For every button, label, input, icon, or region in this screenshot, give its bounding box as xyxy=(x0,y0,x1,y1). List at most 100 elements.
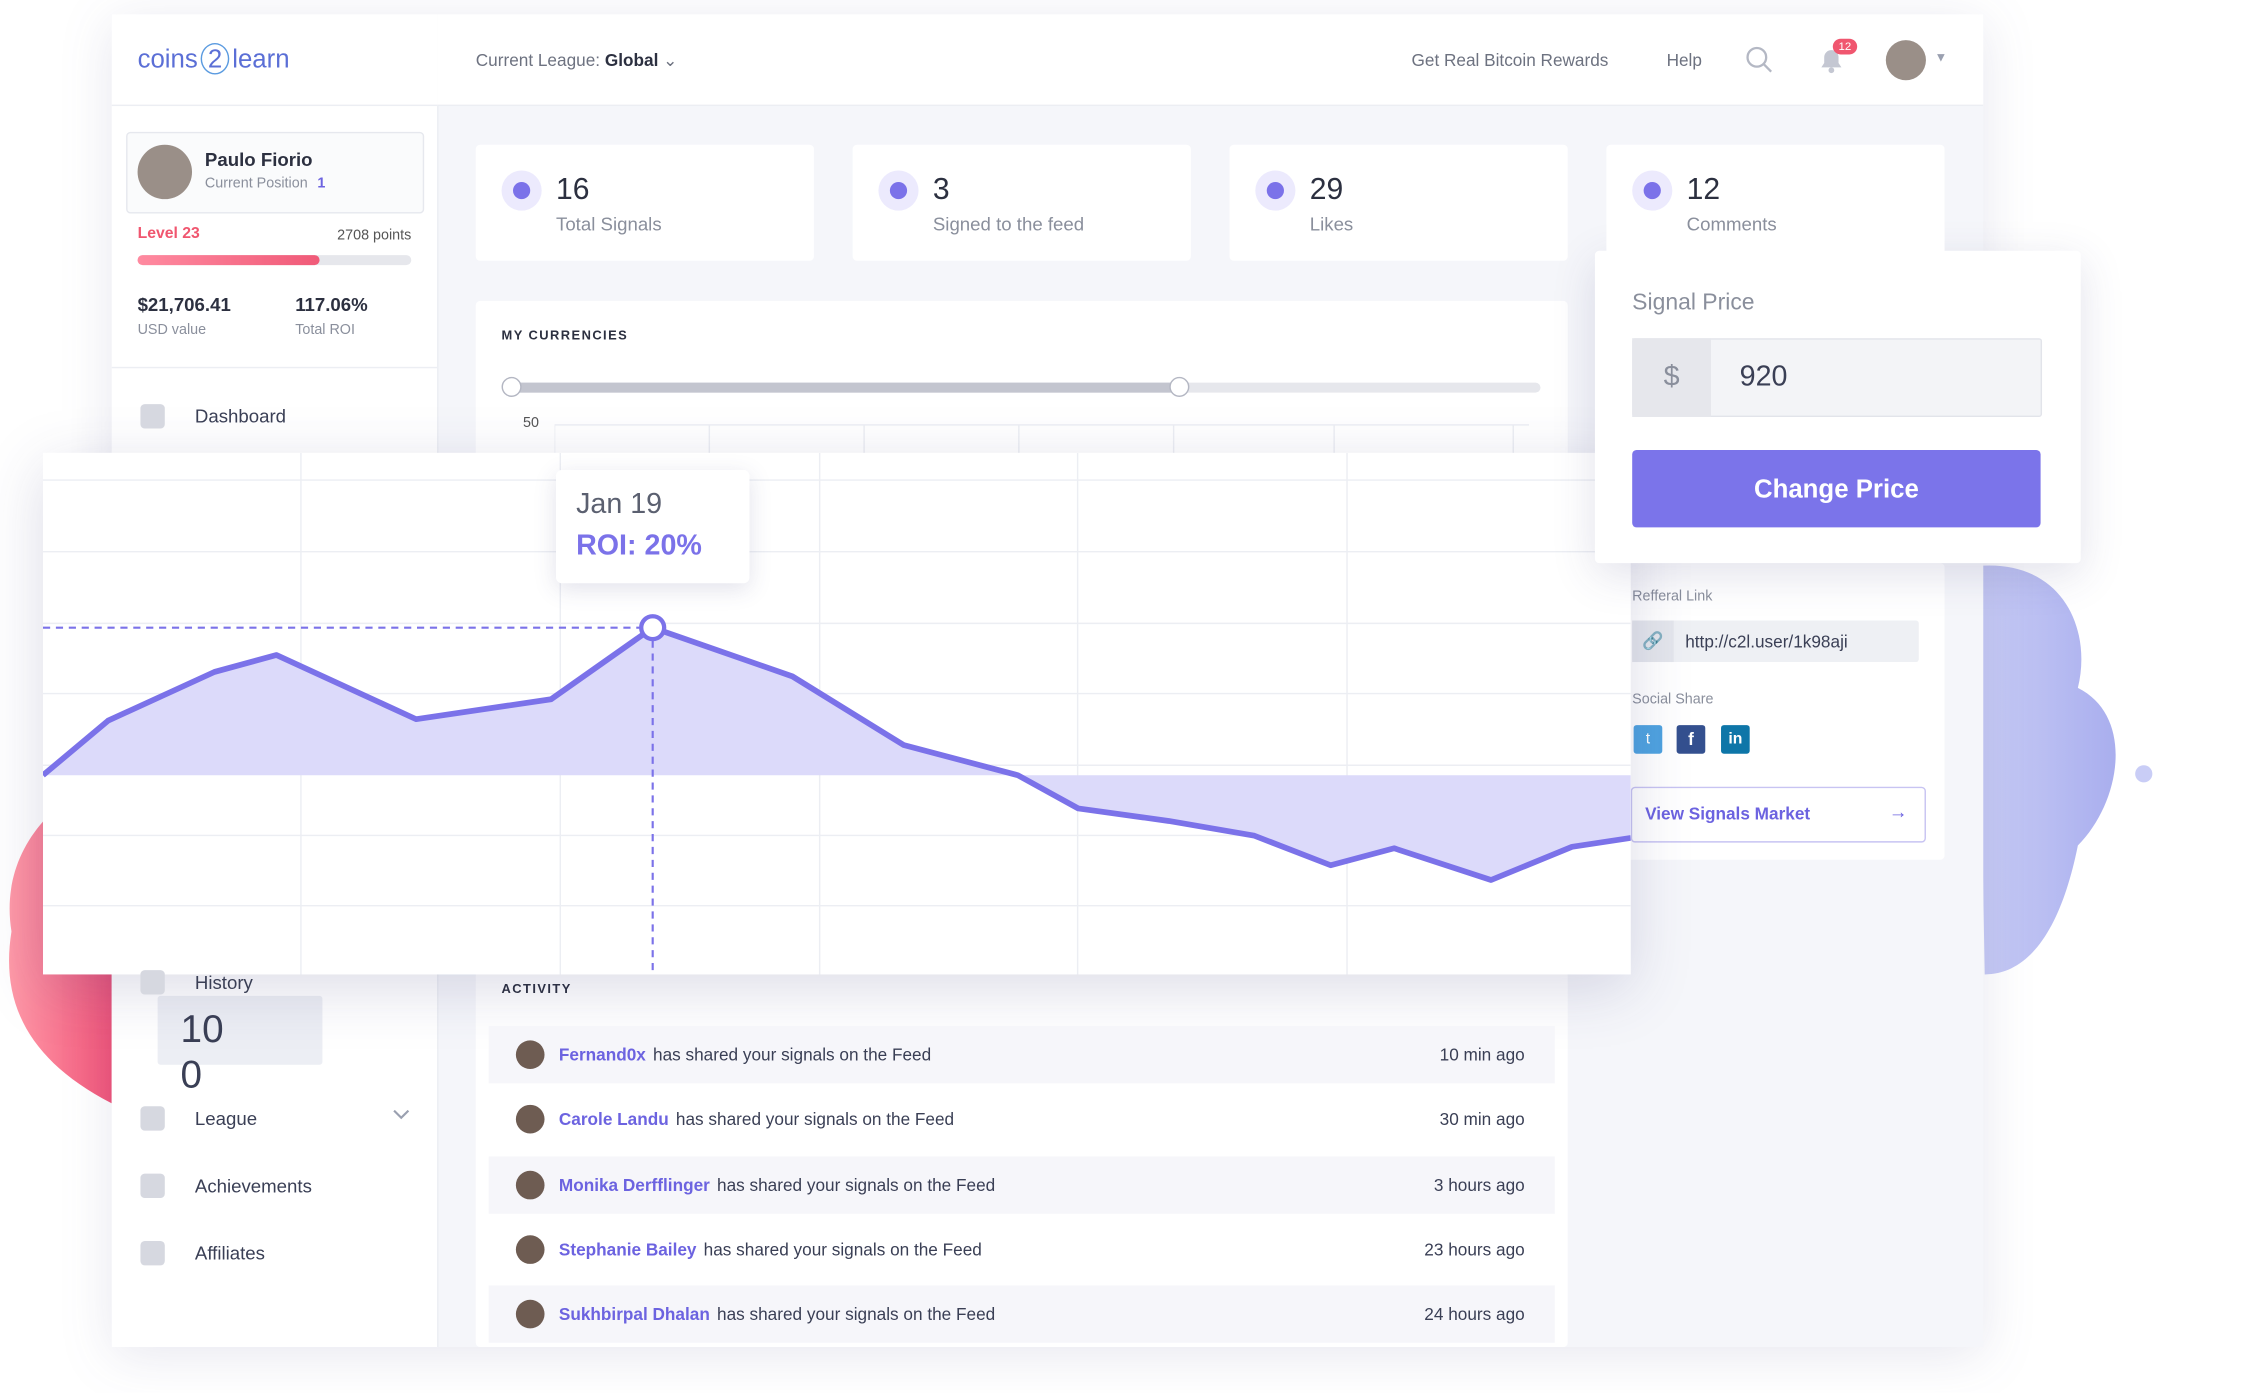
logo[interactable]: coins 2 learn xyxy=(137,42,290,75)
activity-text: Monika Derfflinger has shared your signal… xyxy=(559,1174,995,1194)
slider-handle[interactable] xyxy=(1169,376,1190,397)
stat-icon-dot xyxy=(1643,181,1661,200)
nav-item[interactable]: League xyxy=(194,1107,258,1130)
league-label: Current League: xyxy=(475,50,601,71)
activity-text: Fernand0x has shared your signals on the … xyxy=(559,1045,931,1065)
logo-part: 2 xyxy=(200,42,230,75)
nav-item[interactable]: Dashboard xyxy=(194,405,287,428)
logo-part: coins xyxy=(137,44,198,74)
nav-icon xyxy=(140,1240,165,1266)
divider xyxy=(111,104,438,107)
nav-link[interactable]: Help xyxy=(1666,50,1702,71)
link-icon: 🔗 xyxy=(1632,620,1674,663)
nav-icon xyxy=(140,1106,165,1131)
facebook[interactable]: f xyxy=(1676,725,1706,754)
stat-icon-dot xyxy=(1266,181,1284,200)
activity-text: Stephanie Bailey has shared your signals … xyxy=(559,1239,982,1259)
search-icon[interactable] xyxy=(1745,46,1774,75)
bell-icon[interactable] xyxy=(1817,44,1846,76)
stat-icon-dot xyxy=(513,181,531,200)
twitter[interactable]: t xyxy=(1633,725,1663,754)
highlight-point xyxy=(639,614,667,642)
area xyxy=(42,627,1631,881)
nav-badge-box xyxy=(157,995,323,1065)
social-label: Social Share xyxy=(1632,692,1714,708)
activity-time: 24 hours ago xyxy=(1424,1304,1525,1325)
referral-label: Refferal Link xyxy=(1632,588,1713,605)
stat-value: 12 xyxy=(1686,173,1721,207)
line xyxy=(42,624,1631,883)
activity-text: Carole Landu has shared your signals on t… xyxy=(559,1110,954,1130)
stat-icon-dot xyxy=(889,181,908,200)
activity-time: 3 hours ago xyxy=(1433,1174,1525,1195)
nav-link[interactable]: Get Real Bitcoin Rewards xyxy=(1411,50,1609,71)
activity-user[interactable]: Fernand0x xyxy=(558,1044,646,1065)
activity-row xyxy=(488,1285,1555,1343)
activity-row xyxy=(488,1220,1555,1279)
market-button[interactable] xyxy=(1630,786,1926,843)
nav-icon xyxy=(140,970,165,995)
activity-user[interactable]: Monika Derfflinger xyxy=(558,1174,710,1195)
points: 2708 points xyxy=(337,227,412,244)
linkedin[interactable]: in xyxy=(1721,725,1750,754)
activity-user[interactable]: Sukhbirpal Dhalan xyxy=(558,1304,710,1325)
activity-user[interactable]: Stephanie Bailey xyxy=(558,1239,697,1260)
nav-item[interactable]: History xyxy=(194,971,253,994)
text: Current Position xyxy=(204,176,308,193)
roi: 117.06% xyxy=(295,293,368,316)
user-avatar[interactable] xyxy=(1885,40,1926,81)
signal-title: Signal Price xyxy=(1632,290,1755,316)
topbar xyxy=(437,14,1984,107)
activity-row xyxy=(488,1155,1555,1214)
usd-label: USD value xyxy=(137,322,207,339)
profile-name: Paulo Fiorio xyxy=(204,149,313,171)
section-title: ACTIVITY xyxy=(501,981,572,996)
progress-fill xyxy=(137,255,320,266)
crosshair xyxy=(42,626,654,975)
nav-icon xyxy=(140,404,165,429)
market-button-label: View Signals Market xyxy=(1645,803,1811,824)
avatar xyxy=(137,144,193,200)
activity-avatar xyxy=(515,1299,545,1329)
divider xyxy=(111,366,438,369)
level: Level 23 xyxy=(137,224,200,243)
currency: $ xyxy=(1632,338,1712,418)
activity-avatar xyxy=(515,1170,545,1199)
activity-row xyxy=(488,1090,1555,1149)
caret[interactable]: ▼ xyxy=(1934,50,1948,65)
mini-grid xyxy=(554,424,1530,456)
activity-avatar xyxy=(515,1105,545,1134)
activity-avatar xyxy=(515,1235,545,1264)
referral-link[interactable]: http://c2l.user/1k98aji xyxy=(1685,631,1848,653)
position: 1 xyxy=(317,176,326,193)
activity-user[interactable]: Carole Landu xyxy=(558,1109,669,1130)
league[interactable]: Current League: Global ⌄ xyxy=(475,50,678,71)
nav-item[interactable]: Achievements xyxy=(194,1175,312,1197)
tooltip-label: Jan 19 xyxy=(576,488,663,521)
activity-message: has shared your signals on the Feed xyxy=(653,1044,932,1065)
section-title: MY CURRENCIES xyxy=(501,328,629,343)
logo-part: learn xyxy=(232,44,290,74)
league-value: Global xyxy=(604,50,659,71)
slider-handle[interactable] xyxy=(501,376,522,397)
roi-chart xyxy=(42,452,1631,975)
chevron[interactable] xyxy=(391,1108,411,1122)
price: 920 xyxy=(1739,361,1788,393)
stat-label: Likes xyxy=(1309,213,1354,236)
referral-field[interactable] xyxy=(1632,620,1919,663)
notification-badge: 12 xyxy=(1832,38,1858,55)
currencies-card xyxy=(475,300,1568,459)
nav-icon xyxy=(140,1173,165,1198)
stat-value: 29 xyxy=(1309,173,1344,207)
nav-item[interactable]: Affiliates xyxy=(194,1242,265,1264)
arrow: → xyxy=(1888,801,1908,823)
change-price-button[interactable]: Change Price xyxy=(1632,449,2041,528)
stat-label: Comments xyxy=(1686,213,1777,236)
nav-badge: 100 xyxy=(180,1007,224,1097)
usd: $21,706.41 xyxy=(137,293,231,316)
activity-time: 23 hours ago xyxy=(1424,1239,1525,1260)
activity-time: 30 min ago xyxy=(1439,1109,1525,1130)
activity-row xyxy=(488,1026,1555,1084)
